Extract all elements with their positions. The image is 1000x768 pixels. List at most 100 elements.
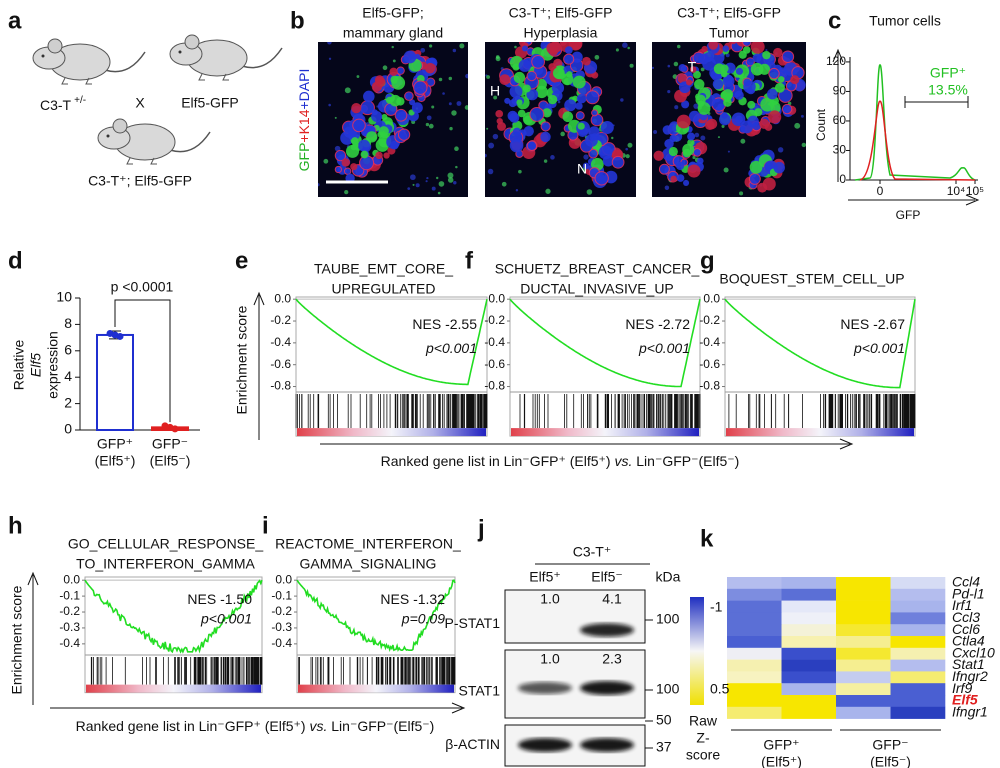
heatmap-cell bbox=[727, 671, 782, 684]
stroma-nucleus bbox=[485, 153, 487, 158]
gene-label: Elf5 bbox=[952, 692, 978, 708]
cross: X bbox=[135, 95, 145, 111]
stroma-nucleus bbox=[328, 103, 331, 107]
mouse-tail bbox=[104, 51, 146, 73]
mouse-eye bbox=[106, 134, 110, 138]
nes: NES -1.32 bbox=[380, 591, 445, 607]
stroma-nucleus bbox=[391, 45, 394, 49]
stroma-nucleus bbox=[620, 98, 624, 102]
p-value: p<0.001 bbox=[200, 611, 252, 627]
cell bbox=[564, 99, 577, 112]
cell bbox=[567, 42, 573, 44]
cell bbox=[363, 90, 375, 103]
stroma-nucleus bbox=[550, 155, 555, 160]
panel-label: c bbox=[828, 7, 841, 34]
cell bbox=[562, 111, 574, 123]
cell bbox=[742, 42, 752, 47]
stroma-nucleus bbox=[652, 66, 655, 70]
stroma-nucleus bbox=[693, 103, 699, 109]
cell bbox=[358, 139, 371, 152]
cell bbox=[750, 42, 765, 54]
cell bbox=[509, 138, 524, 153]
stain-part: +K14 bbox=[296, 109, 312, 142]
cell bbox=[404, 91, 414, 101]
cell bbox=[681, 100, 690, 109]
heatmap-cell bbox=[727, 659, 782, 672]
gene-hits bbox=[298, 657, 456, 685]
heatmap-cell bbox=[836, 647, 891, 660]
stroma-nucleus bbox=[625, 154, 630, 159]
stroma-nucleus bbox=[739, 191, 744, 196]
micrograph-cells bbox=[318, 42, 468, 195]
image-title: Hyperplasia bbox=[524, 25, 598, 41]
mouse-eye bbox=[178, 50, 182, 54]
gene-hits bbox=[519, 394, 701, 429]
cell bbox=[760, 97, 775, 112]
stain-part: GFP bbox=[296, 143, 312, 172]
mouse-eye bbox=[41, 54, 45, 58]
cell bbox=[689, 66, 697, 73]
y-tick-label: -0.8 bbox=[484, 379, 505, 393]
stroma-nucleus bbox=[456, 101, 462, 106]
heatmap-cell bbox=[890, 577, 946, 590]
cell bbox=[747, 100, 756, 109]
replicate-dot bbox=[171, 425, 179, 433]
lane-label: Elf5⁻ bbox=[591, 569, 623, 585]
rank-colorbar bbox=[511, 428, 699, 437]
p-value: p<0.001 bbox=[425, 340, 477, 356]
rank-colorbar bbox=[297, 428, 486, 437]
y-tick-label: 0.0 bbox=[274, 291, 291, 305]
image-title: Tumor bbox=[709, 25, 749, 41]
stroma-nucleus bbox=[392, 59, 396, 63]
mouse-icon bbox=[169, 34, 283, 81]
stroma-nucleus bbox=[465, 73, 468, 79]
scale-bar bbox=[690, 597, 704, 705]
stroma-nucleus bbox=[501, 181, 507, 187]
cell bbox=[522, 84, 531, 93]
stroma-nucleus bbox=[415, 183, 420, 188]
blot-label: β-ACTIN bbox=[445, 736, 500, 752]
x-tick-label: 10⁴ bbox=[947, 184, 966, 198]
y-tick-label: -0.2 bbox=[59, 604, 80, 618]
stroma-nucleus bbox=[673, 61, 679, 67]
gsea-title: REACTOME_INTERFERON_ bbox=[275, 536, 461, 552]
cell bbox=[790, 75, 800, 85]
cell bbox=[774, 82, 785, 93]
x-axis-label-part: vs. bbox=[309, 718, 327, 734]
stroma-nucleus bbox=[334, 145, 341, 152]
p-value: p <0.0001 bbox=[111, 279, 174, 295]
nes: NES -1.50 bbox=[187, 591, 252, 607]
y-tick-label: -0.3 bbox=[271, 620, 292, 634]
x-axis-label-part: vs. bbox=[614, 453, 632, 469]
image-title: C3-T⁺; Elf5-GFP bbox=[509, 5, 613, 21]
heatmap-cell bbox=[890, 695, 946, 708]
nes: NES -2.67 bbox=[840, 316, 905, 332]
marker-label: 50 bbox=[656, 712, 672, 728]
image-title: mammary gland bbox=[343, 25, 443, 41]
cell bbox=[697, 102, 711, 115]
x-tick-label: GFP⁻ bbox=[152, 436, 188, 452]
cell bbox=[521, 45, 528, 52]
cell bbox=[352, 118, 366, 133]
cell bbox=[686, 79, 693, 86]
cell bbox=[552, 67, 565, 80]
gene-label: Pd-l1 bbox=[952, 585, 985, 601]
gsea-title: GO_CELLULAR_RESPONSE_ bbox=[68, 536, 264, 552]
blot-label: P-STAT1 bbox=[445, 615, 501, 631]
cell bbox=[602, 155, 614, 167]
cell bbox=[687, 164, 701, 178]
heatmap-cell bbox=[836, 600, 891, 613]
cell bbox=[728, 42, 738, 45]
cell bbox=[677, 73, 687, 84]
cell bbox=[531, 54, 546, 69]
y-tick-label: 120 bbox=[826, 54, 846, 68]
stroma-nucleus bbox=[583, 154, 589, 160]
cell bbox=[762, 50, 771, 60]
y-tick-label: -0.2 bbox=[271, 604, 292, 618]
heatmap-cell bbox=[727, 706, 782, 719]
stroma-nucleus bbox=[451, 110, 457, 116]
p-value: p<0.001 bbox=[853, 340, 905, 356]
stroma-nucleus bbox=[557, 100, 561, 104]
band-quant: 4.1 bbox=[602, 591, 622, 607]
stroma-nucleus bbox=[442, 92, 445, 95]
